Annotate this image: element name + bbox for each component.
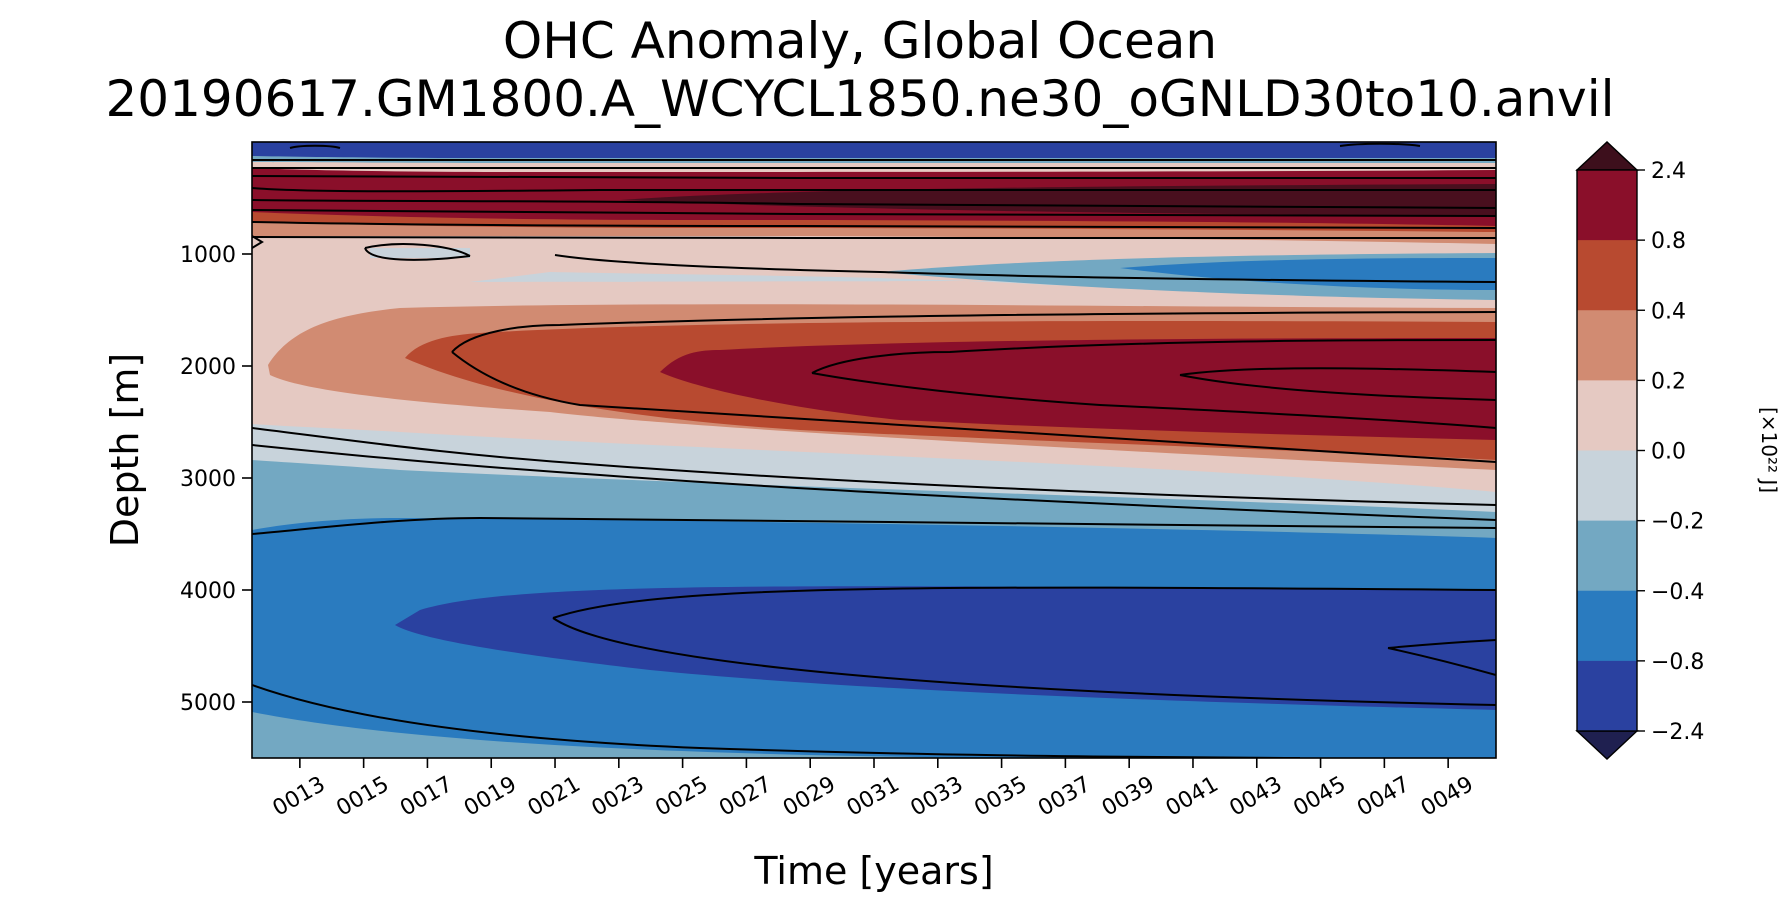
contour-line-16 — [364, 247, 471, 261]
colorbar-tick-label-4: 0.2 — [1651, 369, 1686, 394]
contour-line-15 — [364, 243, 471, 257]
contour-line-9 — [811, 339, 1496, 374]
colorbar-band-2 — [1577, 240, 1637, 311]
colorbar-tick-label-9: −2.4 — [1651, 720, 1704, 745]
x-tick-label-0025: 0025 — [651, 772, 712, 822]
chart-title: OHC Anomaly, Global Ocean — [502, 12, 1218, 70]
contour-line-19 — [252, 221, 1496, 229]
x-tick-label-0017: 0017 — [396, 772, 457, 822]
contour-line-1 — [252, 427, 1496, 506]
colorbar-tick-label-3: 0.4 — [1651, 299, 1686, 324]
contour-band-2 — [252, 712, 1000, 758]
x-axis: 0013 0015 0017 0019 0021 0023 0025 0027 0029 0031… — [269, 758, 1478, 822]
x-tick-label-0021: 0021 — [524, 772, 585, 822]
y-tick-label-4000: 4000 — [180, 579, 236, 604]
contour-line-17 — [554, 254, 1496, 283]
colorbar-tick-label-6: −0.2 — [1651, 510, 1704, 535]
contour-line-23 — [252, 175, 1496, 180]
contour-band-7 — [470, 272, 1496, 300]
contour-line-26 — [252, 235, 264, 249]
y-tick-label-5000: 5000 — [180, 691, 236, 716]
y-tick-label-2000: 2000 — [180, 355, 236, 380]
contour-band-3 — [395, 586, 1496, 710]
colorbar-extend-high — [1575, 141, 1639, 171]
contour-line-3 — [252, 516, 1496, 535]
colorbar-tick-label-2: 0.8 — [1651, 229, 1686, 254]
colorbar-band-8 — [1577, 660, 1637, 732]
colorbar-band-6 — [1577, 520, 1637, 592]
colorbar-tick-label-8: −0.8 — [1651, 650, 1704, 675]
y-tick-label-1000: 1000 — [180, 243, 236, 268]
x-tick-label-0033: 0033 — [907, 772, 968, 822]
y-axis: 1000 2000 3000 4000 5000 — [180, 243, 252, 716]
contour-lines — [252, 142, 1496, 758]
x-tick-label-0047: 0047 — [1353, 772, 1414, 822]
contour-line-7 — [451, 311, 1496, 353]
x-tick-label-0041: 0041 — [1162, 772, 1223, 822]
colorbar-tick-label-7: −0.4 — [1651, 580, 1704, 605]
contour-line-21 — [252, 199, 1496, 209]
colorbar-extend-low — [1575, 730, 1639, 760]
colorbar-band-7 — [1577, 590, 1637, 662]
x-tick-label-0027: 0027 — [715, 772, 776, 822]
x-tick-label-0039: 0039 — [1098, 772, 1159, 822]
contour-line-11 — [1179, 367, 1496, 376]
contour-band-20 — [252, 142, 1496, 158]
contour-line-28 — [1339, 142, 1421, 147]
contour-band-10 — [370, 248, 470, 258]
colorbar: 2.4 0.8 0.4 0.2 0.0 −0.2 −0.4 −0.8 −2.4 — [1575, 141, 1704, 760]
y-tick-label-3000: 3000 — [180, 467, 236, 492]
contour-line-20 — [252, 209, 1496, 217]
x-tick-label-0013: 0013 — [269, 772, 330, 822]
colorbar-tick-label-1: 2.4 — [1651, 159, 1686, 184]
x-tick-label-0049: 0049 — [1417, 772, 1478, 822]
contour-line-18 — [252, 236, 1496, 240]
colorbar-band-5 — [1577, 450, 1637, 522]
colorbar-band-3 — [1577, 310, 1637, 381]
colorbar-tick-label-5: 0.0 — [1651, 440, 1686, 465]
contour-line-27 — [289, 144, 341, 149]
colorbar-band-4 — [1577, 380, 1637, 451]
chart-subtitle: 20190617.GM1800.A_WCYCL1850.ne30_oGNLD30… — [105, 70, 1615, 128]
x-tick-label-0029: 0029 — [779, 772, 840, 822]
contour-line-6 — [252, 684, 1301, 758]
x-tick-label-0031: 0031 — [843, 772, 904, 822]
x-tick-label-0019: 0019 — [460, 772, 521, 822]
x-tick-label-0045: 0045 — [1289, 772, 1350, 822]
contour-line-5 — [552, 617, 1496, 706]
contour-line-4 — [552, 586, 1496, 619]
x-axis-label: Time [years] — [753, 849, 993, 893]
contour-line-10 — [811, 372, 1496, 429]
x-tick-label-0043: 0043 — [1226, 772, 1287, 822]
contour-line-13 — [1387, 639, 1496, 649]
x-tick-label-0037: 0037 — [1034, 772, 1095, 822]
x-tick-label-0035: 0035 — [970, 772, 1031, 822]
contour-band-17 — [620, 184, 1496, 216]
x-tick-label-0023: 0023 — [588, 772, 649, 822]
contour-line-22 — [252, 187, 1496, 193]
colorbar-band-1 — [1577, 170, 1637, 241]
x-tick-label-0015: 0015 — [332, 772, 393, 822]
colorbar-label: [×10²² J] — [1757, 407, 1781, 493]
contour-line-14 — [1387, 647, 1496, 676]
contour-line-12 — [1179, 374, 1496, 401]
y-axis-label: Depth [m] — [103, 353, 147, 548]
contour-line-2 — [252, 444, 1496, 521]
